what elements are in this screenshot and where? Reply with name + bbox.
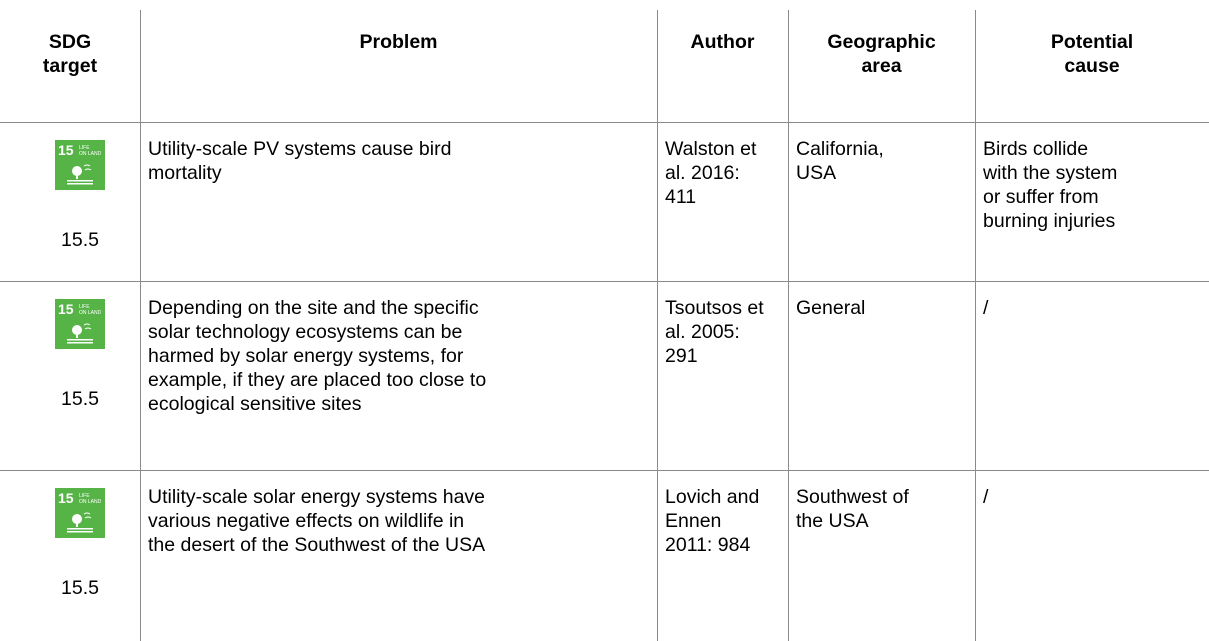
icon-label: LIFE	[79, 304, 90, 310]
cell-text: Depending on the site and the specific	[148, 297, 479, 319]
cell-text: 291	[665, 345, 698, 367]
cell: Utility-scale PV systems cause bird morta…	[148, 137, 451, 185]
cell-text: al. 2016:	[665, 162, 740, 184]
header-cell: Geographic area	[788, 30, 975, 78]
cell-text: the desert of the Southwest of the USA	[148, 534, 486, 556]
header-cell: Potential cause	[975, 30, 1209, 78]
cell-text: Birds collide	[983, 138, 1089, 160]
cell: Utility-scale solar energy systems have v…	[148, 485, 485, 557]
cell-text: Southwest of	[796, 486, 909, 508]
cell: /	[983, 485, 988, 509]
header-text: Problem	[359, 31, 438, 53]
cell-text: /	[983, 486, 989, 508]
cell-text: harmed by solar energy systems, for	[148, 345, 464, 367]
cell-text: burning injuries	[983, 210, 1116, 232]
cell-text: Walston et	[665, 138, 757, 160]
cell: Southwest of the USA	[796, 485, 909, 533]
column-divider	[975, 10, 976, 641]
row-divider	[0, 122, 1209, 123]
icon-number: 15	[58, 142, 74, 158]
header-text: cause	[1064, 55, 1120, 77]
icon-label: LIFE	[79, 493, 90, 499]
cell: Birds collide with the system or suffer fr…	[983, 137, 1117, 233]
cell-text: USA	[796, 162, 837, 184]
cell: Tsoutsos et al. 2005: 291	[665, 296, 764, 368]
column-divider	[657, 10, 658, 641]
cell-text: /	[983, 297, 989, 319]
icon-number: 15	[58, 301, 74, 317]
icon-label: ON LAND	[79, 310, 102, 316]
header-cell: Author	[657, 30, 788, 54]
icon-label: ON LAND	[79, 499, 102, 505]
cell: General	[796, 296, 865, 320]
cell-text: the USA	[796, 510, 869, 532]
sdg-target: 15.5	[61, 229, 99, 251]
cell: California, USA	[796, 137, 884, 185]
cell-text: 2011: 984	[665, 534, 751, 556]
cell: /	[983, 296, 988, 320]
sdg-target: 15.5	[61, 577, 99, 599]
sdg-target: 15.5	[61, 388, 99, 410]
column-divider	[140, 10, 141, 641]
cell-text: with the system	[983, 162, 1118, 184]
icon-label: ON LAND	[79, 151, 102, 157]
icon-number: 15	[58, 490, 74, 506]
cell: Depending on the site and the specific so…	[148, 296, 486, 416]
cell-text: Ennen	[665, 510, 722, 532]
header-text: SDG	[48, 31, 92, 53]
header-text: target	[42, 55, 98, 77]
cell-text: 411	[665, 186, 697, 208]
cell: Lovich and Ennen 2011: 984	[665, 485, 759, 557]
cell-text: Tsoutsos et	[665, 297, 764, 319]
header-text: Potential	[1050, 31, 1134, 53]
cell-text: solar technology ecosystems can be	[148, 321, 463, 343]
cell-text: Lovich and	[665, 486, 760, 508]
cell-text: al. 2005:	[665, 321, 740, 343]
cell-text: Utility-scale PV systems cause bird	[148, 138, 452, 160]
header-text: Author	[690, 31, 755, 53]
cell-text: California,	[796, 138, 884, 160]
cell-text: various negative effects on wildlife in	[148, 510, 465, 532]
cell: Walston et al. 2016: 411	[665, 137, 756, 209]
cell-text: General	[796, 297, 866, 319]
header-cell: SDG target	[0, 30, 140, 78]
header-text: area	[861, 55, 902, 77]
cell-text: Utility-scale solar energy systems have	[148, 486, 486, 508]
header-cell: Problem	[140, 30, 657, 54]
row-divider	[0, 470, 1209, 471]
cell-text: example, if they are placed too close to	[148, 369, 487, 391]
cell-text: ecological sensitive sites	[148, 393, 362, 415]
column-divider	[788, 10, 789, 641]
cell-text: mortality	[148, 162, 222, 184]
cell-text: or suffer from	[983, 186, 1099, 208]
icon-label: LIFE	[79, 145, 90, 151]
row-divider	[0, 281, 1209, 282]
header-text: Geographic	[827, 31, 936, 53]
